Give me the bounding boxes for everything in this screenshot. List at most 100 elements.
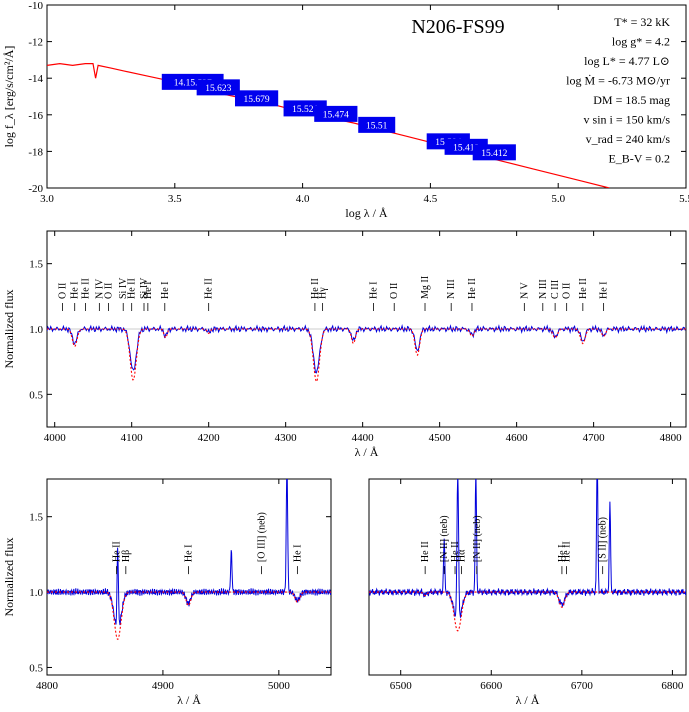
hbeta-xtick-label: 4900 xyxy=(152,680,175,692)
sed-parameter: E_B-V = 0.2 xyxy=(608,152,670,166)
halpha-line-label: He I xyxy=(557,545,568,563)
hbeta-line-label: [O III] (neb) xyxy=(256,512,267,562)
blue-line-label: He I xyxy=(70,282,81,300)
halpha-model-spectrum xyxy=(369,591,686,632)
halpha-line-label: He II xyxy=(561,541,572,562)
sed-frame xyxy=(46,4,687,189)
halpha-xtick-label: 6700 xyxy=(571,680,594,692)
halpha-line-label: He II xyxy=(420,541,431,562)
sed-photometry-box xyxy=(196,79,240,96)
sed-ytick-label: -18 xyxy=(28,146,43,158)
blue-xtick-label: 4000 xyxy=(44,432,67,444)
blue-line-label: He II xyxy=(204,278,215,299)
blue-observed-spectrum xyxy=(47,323,686,374)
hbeta-ylabel: Normalized flux xyxy=(2,538,16,617)
blue-line-label: N III xyxy=(538,279,549,299)
halpha-line-label: [S II] (neb) xyxy=(598,517,609,562)
blue-xtick-label: 4400 xyxy=(352,432,375,444)
sed-photometry-label: 15.521 xyxy=(292,105,318,115)
blue-line-label: O II xyxy=(104,283,115,299)
hbeta-frame xyxy=(46,478,332,676)
sed-xtick-label: 4.5 xyxy=(424,193,438,205)
blue-line-label: He II xyxy=(467,278,478,299)
blue-line-label: He I xyxy=(599,282,610,300)
sed-xtick-label: 3.5 xyxy=(168,193,182,205)
blue-line-label: N IV xyxy=(94,278,105,299)
sed-photometry-label: 15.412 xyxy=(481,149,507,159)
blue-line-label: He II xyxy=(578,278,589,299)
sed-parameter: DM = 18.5 mag xyxy=(593,93,670,107)
sed-ylabel: log f_λ [erg/s/cm²/Å] xyxy=(2,46,16,148)
sed-parameter: v sin i = 150 km/s xyxy=(584,113,671,127)
blue-xtick-label: 4800 xyxy=(660,432,683,444)
blue-line-label: C III xyxy=(550,280,561,299)
sed-model-line xyxy=(47,62,610,188)
sed-parameter: log g* = 4.2 xyxy=(612,35,670,49)
hbeta-line-label: He II xyxy=(112,541,123,562)
hbeta-ytick-label: 1.5 xyxy=(29,512,43,524)
blue-line-label: Mg II xyxy=(420,276,431,299)
blue-line-label: He II xyxy=(127,278,138,299)
halpha-xtick-label: 6600 xyxy=(480,680,503,692)
sed-photometry-label: 14.15.527 xyxy=(174,78,212,88)
sed-parameter: log L* = 4.77 L⊙ xyxy=(584,54,670,68)
blue-line-label: He I xyxy=(160,282,171,300)
blue-model-spectrum xyxy=(47,328,686,383)
sed-parameter: T* = 32 kK xyxy=(614,15,670,29)
blue-xtick-label: 4700 xyxy=(583,432,606,444)
blue-line-label: O II xyxy=(389,283,400,299)
halpha-xtick-label: 6800 xyxy=(661,680,684,692)
blue-line-label: Si IV xyxy=(139,277,150,299)
hbeta-line-label: Hβ xyxy=(121,550,132,562)
sed-ytick-label: -20 xyxy=(28,183,43,195)
sed-xtick-label: 5.5 xyxy=(679,193,689,205)
sed-photometry-box xyxy=(234,90,279,107)
sed-photometry-label: 15.623 xyxy=(205,84,231,94)
sed-photometry-label: 15.679 xyxy=(244,95,270,105)
sed-photometry-box xyxy=(472,144,516,161)
sed-parameter: log Ṁ = -6.73 M⊙/yr xyxy=(566,74,670,88)
hbeta-ytick-label: 0.5 xyxy=(29,662,43,674)
sed-xtick-label: 3.0 xyxy=(40,193,54,205)
hbeta-xtick-label: 5000 xyxy=(268,680,291,692)
hbeta-xtick-label: 4800 xyxy=(36,680,59,692)
halpha-line-label: He II xyxy=(450,541,461,562)
sed-photometry-box xyxy=(358,116,396,133)
blue-line-label: He I xyxy=(368,282,379,300)
blue-xtick-label: 4100 xyxy=(121,432,144,444)
blue-xtick-label: 4300 xyxy=(275,432,298,444)
blue-ytick-label: 1.0 xyxy=(29,324,43,336)
blue-xtick-label: 4200 xyxy=(198,432,221,444)
sed-ytick-label: -16 xyxy=(28,110,43,122)
sed-ytick-label: -12 xyxy=(28,37,43,49)
sed-title: N206-FS99 xyxy=(411,16,504,38)
sed-ytick-label: -10 xyxy=(28,0,43,12)
sed-photometry-box xyxy=(314,105,358,122)
hbeta-ytick-label: 1.0 xyxy=(29,587,43,599)
blue-ylabel: Normalized flux xyxy=(2,290,16,369)
sed-photometry-label: 15.412 xyxy=(453,143,479,153)
blue-xlabel: λ / Å xyxy=(355,445,379,459)
blue-line-label: Si IV xyxy=(118,277,129,299)
hbeta-line-label: He I xyxy=(183,545,194,563)
sed-photometry-label: 15.51 xyxy=(366,121,388,131)
hbeta-xlabel: λ / Å xyxy=(177,693,201,707)
sed-photometry-label: 15.474 xyxy=(323,110,349,120)
blue-line-label: N III xyxy=(446,279,457,299)
hbeta-model-spectrum xyxy=(47,591,331,640)
sed-xlabel: log λ / Å xyxy=(345,206,387,220)
blue-line-label: N V xyxy=(519,281,530,299)
halpha-xtick-label: 6500 xyxy=(390,680,413,692)
blue-line-label: He II xyxy=(310,278,321,299)
hbeta-line-label: He I xyxy=(292,545,303,563)
hbeta-observed-spectrum xyxy=(47,479,331,626)
blue-line-label: O II xyxy=(562,283,573,299)
sed-xtick-label: 5.0 xyxy=(551,193,565,205)
sed-parameter: v_rad = 240 km/s xyxy=(586,132,671,146)
blue-xtick-label: 4600 xyxy=(506,432,529,444)
blue-line-label: He I xyxy=(143,282,154,300)
blue-line-label: He II xyxy=(80,278,91,299)
blue-line-label: O II xyxy=(57,283,68,299)
blue-xtick-label: 4500 xyxy=(429,432,452,444)
